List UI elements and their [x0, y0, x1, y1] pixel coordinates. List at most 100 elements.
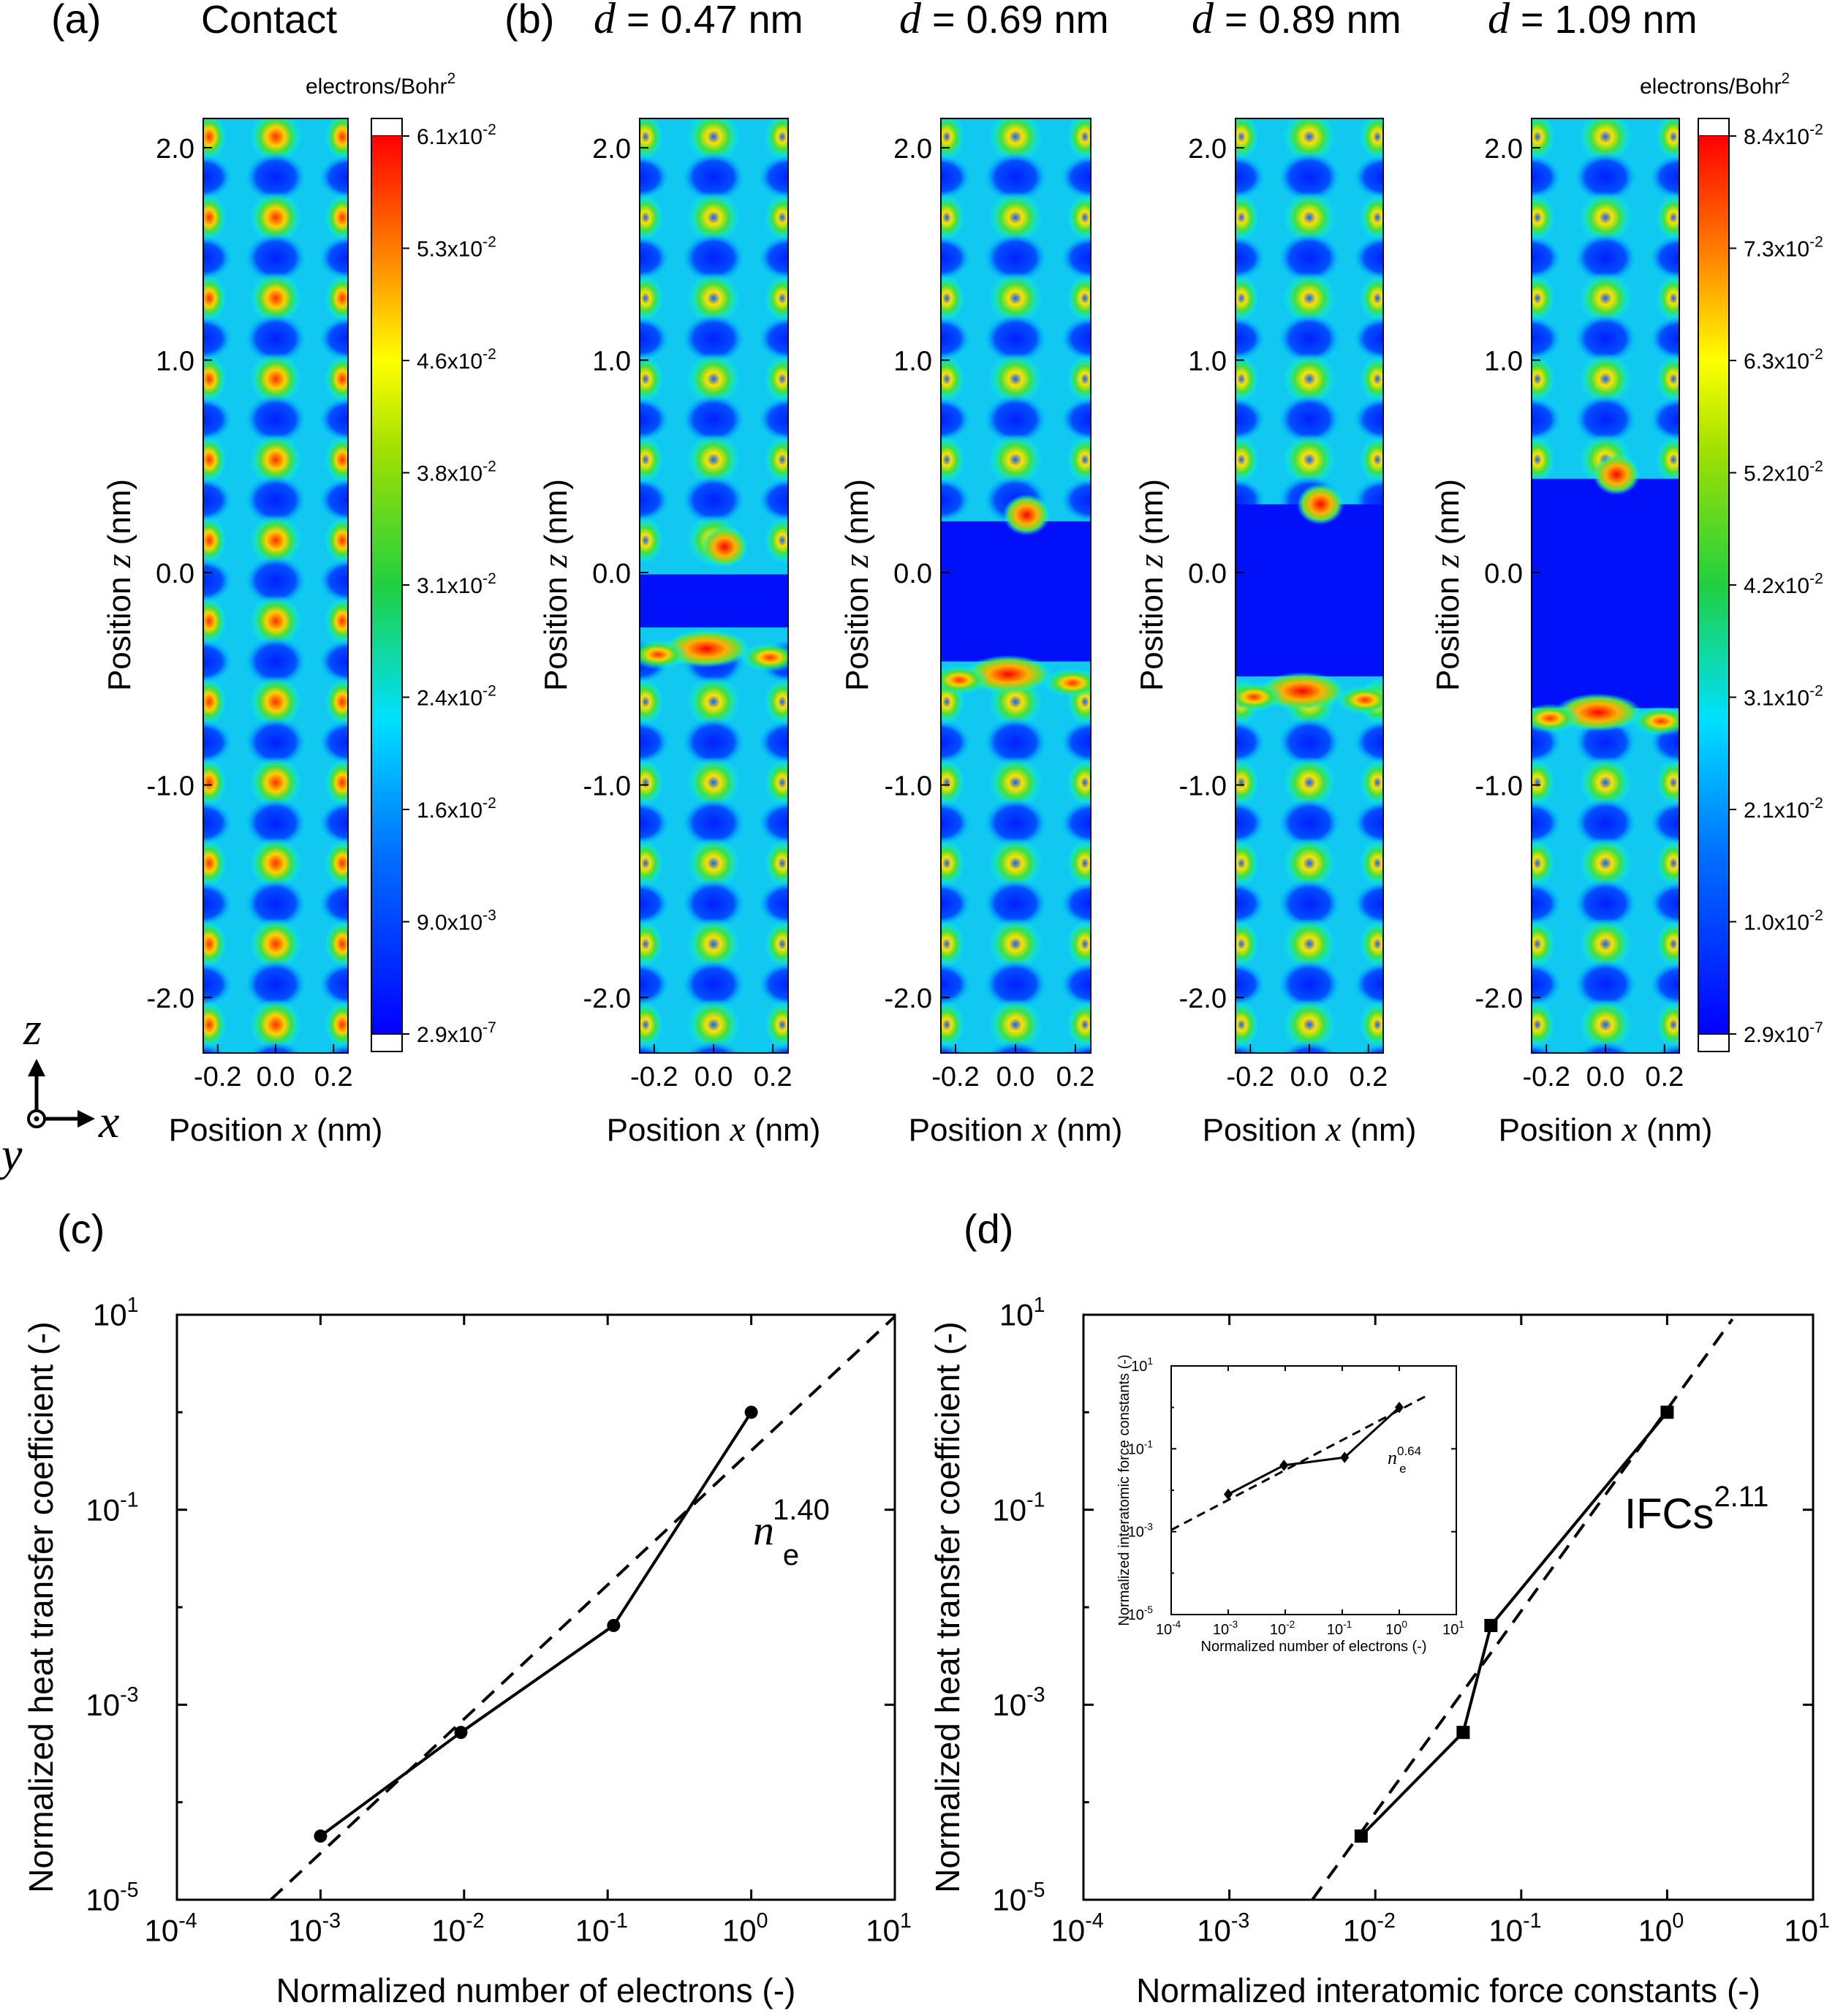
density-minimum — [758, 962, 788, 1007]
vacuum-gap — [1236, 504, 1383, 676]
x-tick-label: 10-3 — [1197, 1909, 1249, 1948]
colorbar-label: 5.3x10-2 — [417, 234, 496, 262]
density-maximum — [764, 839, 788, 887]
density-minimum — [1061, 962, 1091, 1007]
label-mantissa: 2.1x10 — [1744, 799, 1809, 823]
density-minimum — [319, 559, 348, 603]
density-minimum — [1278, 717, 1341, 767]
density-maximum — [764, 194, 788, 241]
density-minimum — [1236, 317, 1265, 361]
density-maximum — [988, 191, 1043, 244]
y-tick-label: 10-3 — [992, 1683, 1045, 1722]
density-maximum — [325, 678, 348, 725]
tick-base: 10 — [1051, 1914, 1086, 1948]
tick-exp: -4 — [1172, 1619, 1181, 1630]
label-var: z — [1428, 554, 1467, 568]
tick-exp: -4 — [178, 1909, 197, 1933]
annot-base: n — [1388, 1447, 1397, 1468]
density-minimum — [1353, 317, 1383, 361]
density-minimum — [1236, 720, 1265, 764]
y-tick-label: 101 — [999, 1294, 1045, 1332]
d-symbol: d — [594, 0, 616, 42]
density-minimum — [1236, 397, 1265, 442]
panel-title-4: d = 1.09 nm — [1488, 0, 1698, 42]
density-minimum — [1353, 962, 1383, 1007]
x-tick-label: 10-1 — [1488, 1909, 1541, 1948]
label-exp: -3 — [483, 907, 496, 924]
density-hotspot — [701, 526, 748, 567]
x-tick-label: 10-3 — [288, 1909, 341, 1948]
tick-base: 10 — [1128, 1607, 1144, 1623]
x-tick-label: -0.2 — [1226, 1062, 1274, 1092]
density-minimum — [1236, 881, 1265, 926]
label-text: (nm) — [746, 1112, 821, 1148]
density-maximum — [1236, 839, 1260, 887]
density-minimum — [245, 475, 306, 525]
density-minimum — [758, 317, 788, 361]
label-text: Position — [607, 1112, 730, 1148]
tick-base: 10 — [1343, 1914, 1377, 1948]
label-mantissa: 4.6x10 — [417, 350, 483, 374]
density-minimum — [983, 152, 1048, 203]
density-maximum — [203, 118, 227, 161]
density-minimum — [1278, 152, 1341, 203]
density-panel-2: d = 0.69 nm 2.0 1.0 0.0 -1.0 -2.0 -0.2 0.0 0.2 Po… — [837, 0, 1122, 1149]
density-maximum — [1236, 118, 1260, 161]
d-symbol: d — [1488, 0, 1510, 42]
density-maximum — [249, 998, 302, 1052]
density-minimum — [1278, 233, 1341, 283]
density-maximum — [941, 1001, 965, 1049]
density-minimum — [758, 881, 788, 926]
x-tick-label: 100 — [1385, 1619, 1407, 1638]
density-minimum — [983, 959, 1048, 1010]
y-tick-label: 10-5 — [992, 1879, 1045, 1917]
density-minimum — [640, 801, 670, 845]
panel-a-title: Contact — [201, 0, 337, 42]
density-minimum — [640, 397, 670, 442]
x-tick-label: 0.0 — [1290, 1062, 1329, 1092]
y-tick-label: 10-1 — [1128, 1438, 1153, 1457]
colorbar-label: 4.6x10-2 — [417, 346, 496, 374]
density-maximum — [1067, 274, 1091, 322]
x-tick-label: 0.0 — [996, 1062, 1035, 1092]
density-minimum — [1295, 118, 1324, 121]
density-minimum — [1061, 75, 1121, 118]
density-maximum — [203, 355, 227, 403]
density-maximum — [203, 436, 227, 483]
x-axis-label: Normalized interatomic force constants (… — [1136, 1971, 1760, 2009]
density-minimum — [941, 155, 971, 200]
density-maximum — [988, 756, 1043, 809]
density-minimum — [1353, 720, 1383, 764]
plot-frame — [175, 1313, 896, 1901]
colorbar-label: 2.9x10-7 — [417, 1019, 496, 1047]
density-minimum — [941, 801, 971, 845]
label-mantissa: 2.9x10 — [417, 1023, 483, 1047]
density-maximum — [686, 352, 741, 406]
tick-base: 10 — [1128, 1441, 1144, 1457]
annot-sup: 0.64 — [1397, 1444, 1421, 1458]
label-mantissa: 8.4x10 — [1744, 125, 1809, 149]
density-minimum — [1574, 394, 1637, 445]
tick-exp: 1 — [900, 1909, 912, 1933]
y-tick-label: 10-5 — [86, 1879, 138, 1917]
axes-triad: z x y — [0, 1003, 119, 1180]
density-maximum — [203, 920, 227, 967]
gap-title-text: = 0.89 nm — [1214, 0, 1401, 42]
label-text: (nm) — [1342, 1112, 1417, 1148]
density-maximum — [1359, 1001, 1383, 1049]
data-point — [1340, 1451, 1350, 1463]
density-maximum — [1067, 759, 1091, 807]
density-maximum — [941, 194, 965, 241]
density-minimum — [758, 75, 817, 118]
colorbar-label: 4.2x10-2 — [1744, 570, 1823, 598]
tick-exp: -2 — [1377, 1909, 1395, 1933]
density-minimum — [319, 720, 348, 764]
density-minimum — [941, 1043, 966, 1053]
density-maximum — [203, 274, 227, 322]
x-tick-label: 0.0 — [257, 1062, 295, 1092]
label-exp: -2 — [1809, 570, 1823, 587]
density-minimum — [758, 720, 788, 764]
tick-exp: 0 — [1401, 1619, 1407, 1630]
density-maximum — [1359, 118, 1383, 161]
